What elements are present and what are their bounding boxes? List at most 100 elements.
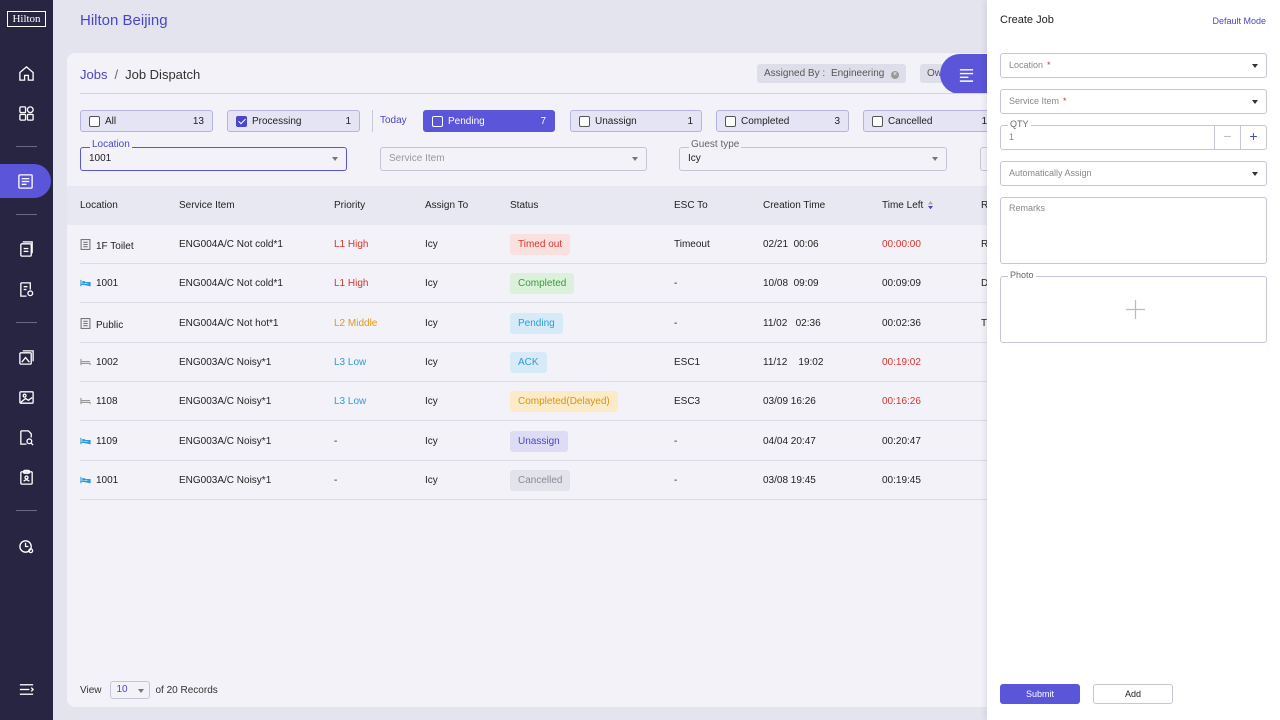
decrement-button[interactable]: − <box>1214 126 1240 149</box>
col-service-item[interactable]: Service Item <box>179 200 235 211</box>
cell-creation-time: 11/12 19:02 <box>763 356 824 368</box>
cell-esc-to: ESC3 <box>674 396 701 408</box>
col-status[interactable]: Status <box>510 200 539 211</box>
checkbox[interactable] <box>236 115 247 127</box>
report-icon[interactable] <box>0 272 53 306</box>
qty-input[interactable]: 1 <box>1009 132 1015 142</box>
page-size-select[interactable]: 10 <box>109 681 150 699</box>
col-creation-time[interactable]: Creation Time <box>763 200 826 211</box>
col-assign-to[interactable]: Assign To <box>425 200 469 211</box>
status-badge: Timed out <box>510 234 571 255</box>
plus-icon[interactable] <box>1126 300 1145 319</box>
filter-tab-label: All <box>105 115 117 127</box>
table-row[interactable]: 1001 ENG004A/C Not cold*1 L1 High Icy Comple… <box>80 264 987 304</box>
status-badge: Pending <box>510 312 563 334</box>
cell-remarks: D <box>981 278 987 290</box>
cell-esc-to: - <box>674 474 678 486</box>
location-select[interactable]: Location * <box>1000 53 1267 78</box>
filter-tab-cancelled[interactable]: Cancelled 1 <box>863 110 987 132</box>
add-button[interactable]: Add <box>1093 684 1173 704</box>
checkbox[interactable] <box>872 115 883 127</box>
cell-service-item: ENG004A/C Not hot*1 <box>179 317 279 329</box>
col-time-left[interactable]: Time Left <box>882 200 934 211</box>
cell-time-left: 00:16:26 <box>882 396 921 408</box>
table-row[interactable]: 1002 ENG003A/C Noisy*1 L3 Low Icy ACK ESC1 11/… <box>80 343 987 382</box>
submit-button[interactable]: Submit <box>1000 684 1080 704</box>
filter-tab-count: 13 <box>192 115 204 127</box>
guest-type-filter-select[interactable]: Guest type Icy <box>679 139 947 171</box>
remove-chip-icon[interactable]: × <box>891 71 900 79</box>
service-item-filter-select[interactable]: Service Item <box>380 147 647 171</box>
filter-tab-all[interactable]: All 13 <box>80 110 213 132</box>
filter-tab-count: 1 <box>981 115 987 127</box>
filter-tab-processing[interactable]: Processing 1 <box>227 110 360 132</box>
table-row[interactable]: 1F Toilet ENG004A/C Not cold*1 L1 High Icy T… <box>80 225 987 264</box>
location-filter-select[interactable]: Location 1001 <box>80 139 347 171</box>
breadcrumb-jobs-link[interactable]: Jobs <box>80 67 108 82</box>
photo-upload[interactable]: Photo <box>1000 270 1267 343</box>
cell-creation-time: 03/09 16:26 <box>763 396 816 408</box>
default-mode-link[interactable]: Default Mode <box>1212 16 1266 26</box>
cell-location: 1001 <box>96 474 119 486</box>
job-list-icon[interactable] <box>0 164 51 198</box>
assigned-by-chip[interactable]: Assigned By : Engineering × <box>757 64 907 83</box>
menu-collapse-icon[interactable] <box>0 672 53 706</box>
extra-filter-select[interactable] <box>980 147 987 171</box>
table-row[interactable]: 1001 ENG003A/C Noisy*1 - Icy Cancelled - 03/08… <box>80 461 987 500</box>
chevron-down-icon <box>632 157 638 161</box>
cell-priority: L2 Middle <box>334 317 378 329</box>
filter-tab-pending[interactable]: Pending 7 <box>423 110 555 132</box>
today-divider <box>372 110 373 132</box>
remarks-textarea[interactable]: Remarks <box>1000 197 1267 264</box>
cell-assign-to: Icy <box>425 317 438 329</box>
clipboard-icon[interactable] <box>0 460 53 494</box>
table-row[interactable]: 1109 ENG003A/C Noisy*1 - Icy Unassign - 04/04 … <box>80 422 987 461</box>
filter-tab-completed[interactable]: Completed 3 <box>716 110 849 132</box>
sidebar-divider <box>16 146 37 147</box>
increment-button[interactable]: + <box>1240 126 1266 149</box>
cell-time-left: 00:19:02 <box>882 356 921 368</box>
vacant-bed-icon <box>80 357 91 367</box>
checkbox[interactable] <box>432 115 443 127</box>
assign-select[interactable]: Automatically Assign <box>1000 161 1267 186</box>
image-icon[interactable] <box>0 380 53 414</box>
col-remarks[interactable]: R <box>981 200 987 211</box>
breadcrumb: Jobs / Job Dispatch <box>80 67 200 82</box>
cell-assign-to: Icy <box>425 278 438 290</box>
home-icon[interactable] <box>0 56 53 90</box>
service-item-placeholder: Service Item <box>389 153 445 164</box>
cell-remarks: R <box>981 239 987 250</box>
chevron-down-icon <box>932 157 938 161</box>
col-esc-to[interactable]: ESC To <box>674 200 708 211</box>
main-card: Jobs / Job Dispatch Assigned By : Engineer… <box>67 53 987 707</box>
document-icon[interactable] <box>0 232 53 266</box>
clock-settings-icon[interactable] <box>0 529 53 563</box>
cell-creation-time: 03/08 19:45 <box>763 474 816 486</box>
col-location[interactable]: Location <box>80 200 118 211</box>
col-priority[interactable]: Priority <box>334 200 366 211</box>
today-label[interactable]: Today <box>380 115 407 126</box>
filter-tab-label: Processing <box>252 115 302 127</box>
grid-icon[interactable] <box>0 96 53 130</box>
filter-tab-unassign[interactable]: Unassign 1 <box>570 110 702 132</box>
cell-time-left: 00:19:45 <box>882 474 921 486</box>
filter-tab-count: 3 <box>834 115 840 127</box>
checkbox[interactable] <box>725 115 736 127</box>
guest-type-label: Guest type <box>689 139 742 151</box>
pagination-footer: View 10 of 20 Records <box>80 681 218 699</box>
chevron-down-icon <box>1252 64 1258 68</box>
gallery-icon[interactable] <box>0 340 53 374</box>
service-item-select[interactable]: Service Item * <box>1000 89 1267 114</box>
table-row[interactable]: 1108 ENG003A/C Noisy*1 L3 Low Icy Completed(… <box>80 382 987 422</box>
cell-assign-to: Icy <box>425 356 438 368</box>
checkbox[interactable] <box>579 115 590 127</box>
cell-time-left: 00:00:00 <box>882 239 921 250</box>
sidebar: Hilton <box>0 0 53 720</box>
building-icon <box>80 239 91 250</box>
sort-icon[interactable] <box>928 200 934 209</box>
checkbox[interactable] <box>89 115 100 127</box>
create-job-toggle-button[interactable] <box>940 54 987 94</box>
table-row[interactable]: Public ENG004A/C Not hot*1 L2 Middle Icy Pen… <box>80 304 987 343</box>
location-filter-value: 1001 <box>89 153 112 164</box>
file-search-icon[interactable] <box>0 420 53 454</box>
